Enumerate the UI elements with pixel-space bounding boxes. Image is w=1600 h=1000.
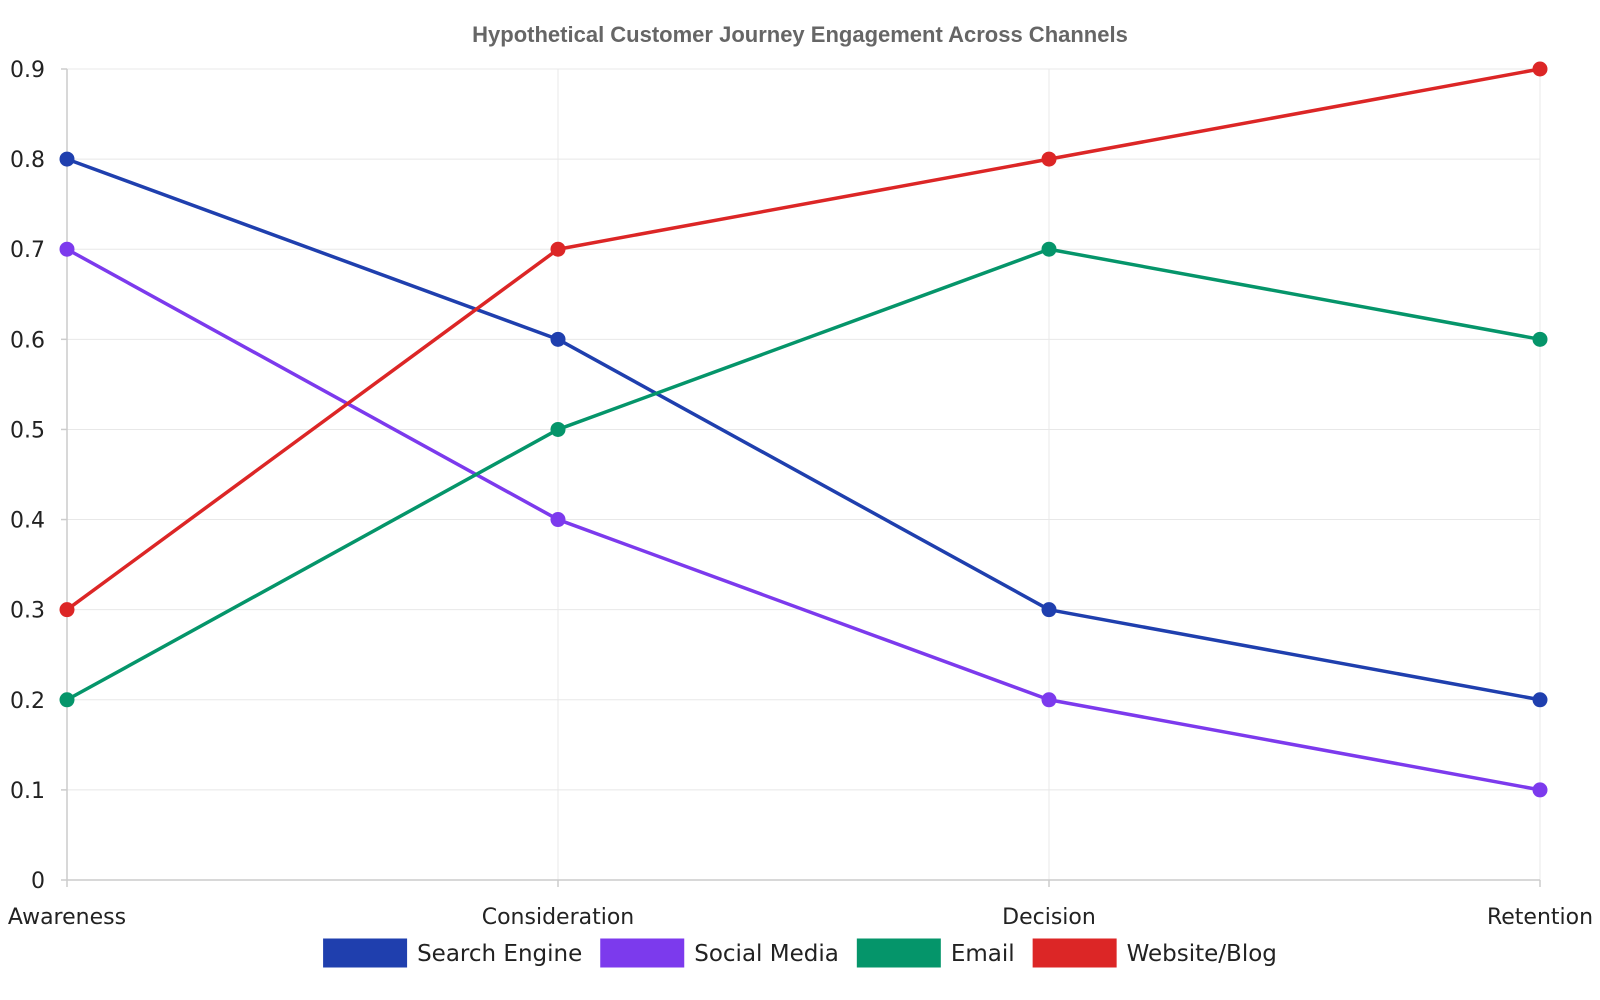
data-point[interactable] [1532,692,1548,708]
data-point[interactable] [550,331,566,347]
data-point[interactable] [59,151,75,167]
y-tick-label: 0.3 [10,599,45,624]
y-tick-label: 0.8 [10,148,45,173]
data-point[interactable] [59,602,75,618]
data-point[interactable] [1041,602,1057,618]
legend-item[interactable]: Email [856,938,1015,968]
chart-title: Hypothetical Customer Journey Engagement… [472,22,1128,47]
legend-swatch [856,938,941,968]
series-line-3 [65,67,1541,612]
data-point[interactable] [550,512,566,528]
data-points [59,61,1548,798]
data-point[interactable] [550,241,566,257]
data-point[interactable] [1532,782,1548,798]
axes: 0 0.1 0.2 0.3 0.4 0.5 0.6 0.7 0.8 0.9 Awareness Con… [8,58,1593,930]
data-point[interactable] [550,421,566,437]
legend-label: Email [951,941,1015,967]
data-point[interactable] [1041,692,1057,708]
x-tick-label: Decision [1002,905,1096,930]
data-point[interactable] [1532,61,1548,77]
legend: Search Engine Social Media Email Website/Bl… [323,938,1277,968]
x-tick-label: Consideration [482,905,635,930]
legend-label: Website/Blog [1127,941,1277,967]
legend-label: Social Media [694,941,839,967]
data-point[interactable] [59,241,75,257]
legend-swatch [323,938,408,968]
data-point[interactable] [1041,151,1057,167]
y-tick-label: 0.7 [10,238,45,263]
y-tick-label: 0.5 [10,418,45,443]
y-tick-label: 0.9 [10,58,45,83]
legend-item[interactable]: Search Engine [323,938,582,968]
data-point[interactable] [1532,331,1548,347]
y-tick-label: 0.2 [10,689,45,714]
series-line-0 [66,157,1541,702]
legend-item[interactable]: Website/Blog [1032,938,1277,968]
series-line-1 [66,247,1541,792]
legend-swatch [600,938,685,968]
x-tick-label: Awareness [8,905,126,930]
data-point[interactable] [1041,241,1057,257]
y-tick-label: 0.4 [10,509,45,534]
y-tick-label: 0.6 [10,328,45,353]
data-point[interactable] [59,692,75,708]
legend-item[interactable]: Social Media [600,938,839,968]
legend-label: Search Engine [417,941,582,967]
series-lines [65,67,1541,792]
legend-swatch [1032,938,1117,968]
x-tick-label: Retention [1487,905,1593,930]
y-tick-label: 0.1 [10,779,45,804]
series-line-2 [66,247,1541,702]
y-tick-label: 0 [31,869,45,894]
